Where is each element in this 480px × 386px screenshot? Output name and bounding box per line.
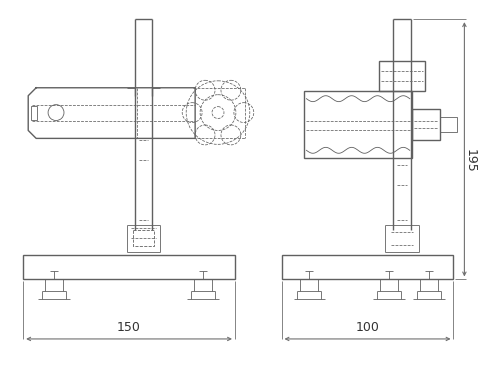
Text: 100: 100 [356, 321, 380, 334]
Bar [282, 254, 454, 279]
Bar [412, 108, 440, 141]
Bar [379, 61, 425, 91]
Bar [304, 91, 412, 158]
Text: 195: 195 [464, 149, 477, 173]
Bar [132, 230, 155, 245]
Bar [440, 117, 457, 132]
Bar [31, 106, 37, 120]
Bar [23, 254, 235, 279]
Text: 150: 150 [117, 321, 141, 334]
